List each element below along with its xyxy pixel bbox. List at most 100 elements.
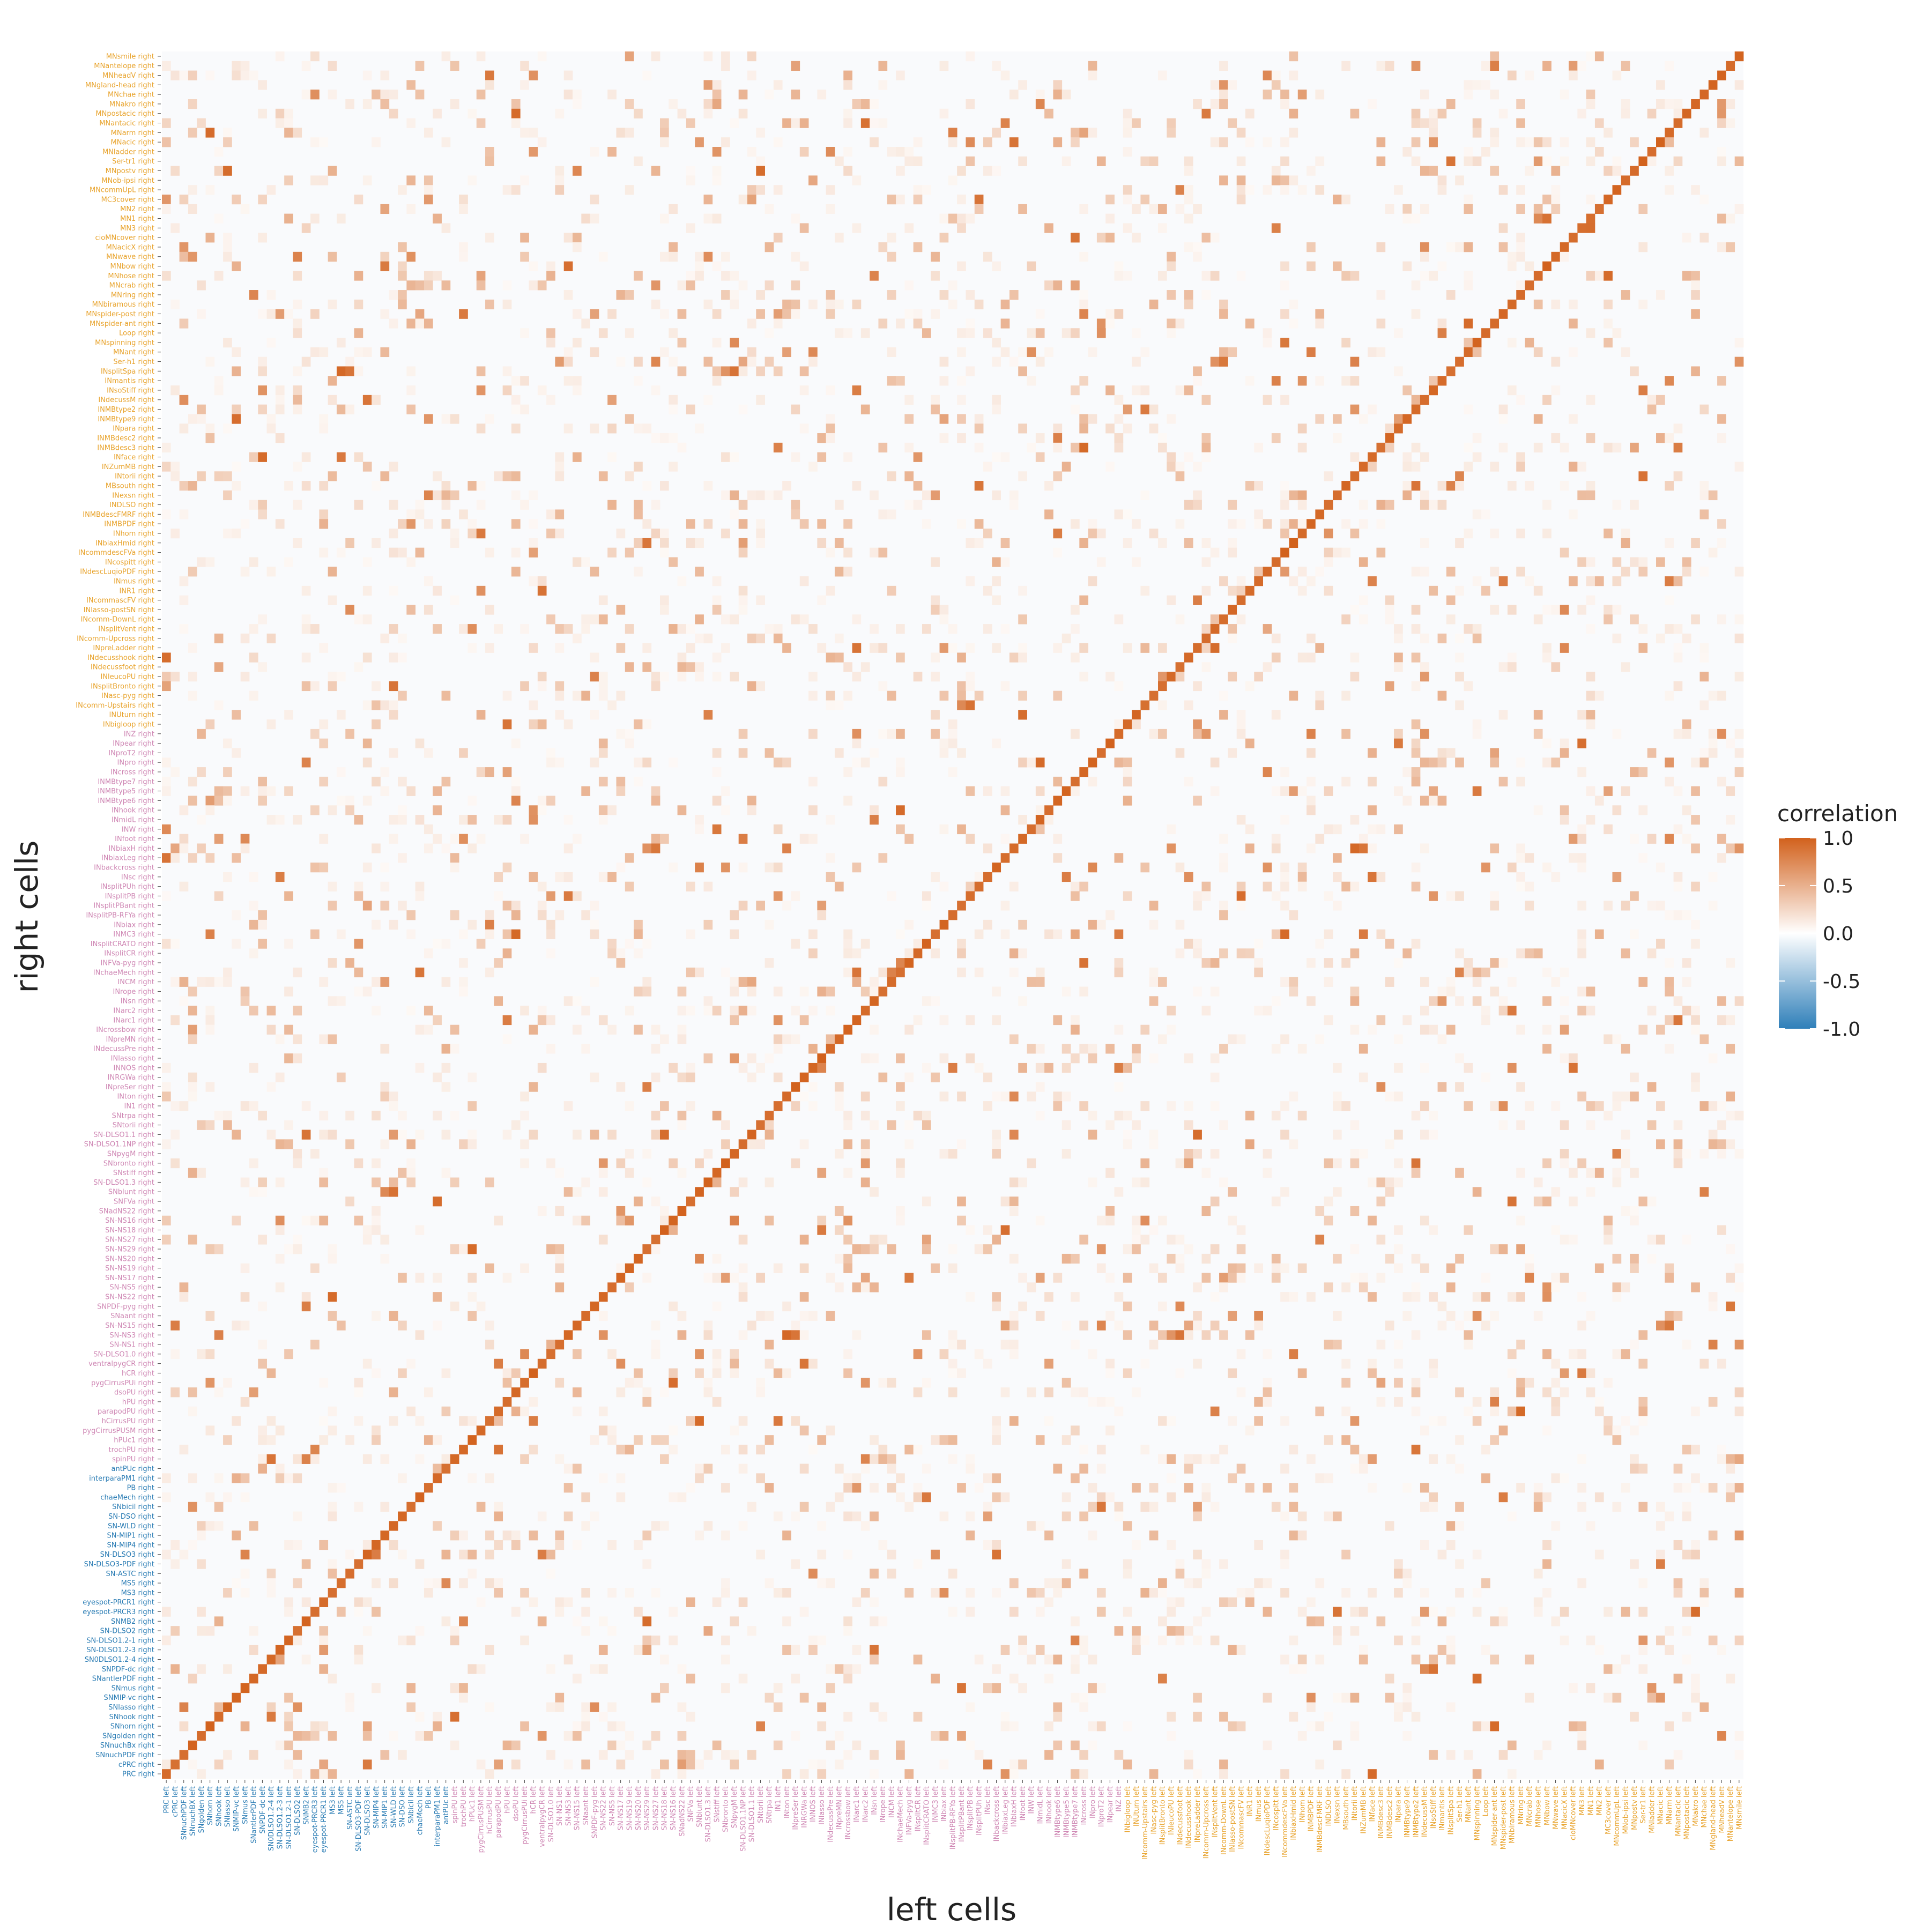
heatmap-cell bbox=[747, 185, 756, 195]
heatmap-cell bbox=[1700, 509, 1709, 519]
heatmap-cell bbox=[389, 1311, 398, 1321]
heatmap-cell bbox=[1228, 1273, 1237, 1283]
heatmap-cell bbox=[1044, 1674, 1053, 1683]
heatmap-cell bbox=[896, 767, 905, 777]
heatmap-cell bbox=[241, 71, 250, 80]
heatmap-cell bbox=[1455, 1321, 1464, 1331]
heatmap-cell bbox=[695, 252, 704, 262]
heatmap-cell bbox=[1105, 233, 1115, 242]
heatmap-cell bbox=[1569, 300, 1578, 309]
heatmap-cell bbox=[1001, 1091, 1010, 1101]
heatmap-cell bbox=[826, 815, 835, 824]
heatmap-cell bbox=[1394, 1378, 1403, 1387]
heatmap-cell bbox=[721, 1683, 730, 1693]
heatmap-cell bbox=[852, 99, 862, 109]
heatmap-cell bbox=[529, 147, 538, 157]
heatmap-cell bbox=[1709, 1139, 1718, 1149]
heatmap-cell bbox=[1674, 1540, 1683, 1550]
heatmap-cell bbox=[197, 1521, 206, 1530]
heatmap-cell bbox=[747, 71, 756, 80]
heatmap-cell bbox=[817, 1216, 826, 1225]
heatmap-cell bbox=[861, 328, 870, 338]
heatmap-cell bbox=[1044, 1387, 1053, 1397]
heatmap-cell bbox=[800, 118, 809, 128]
heatmap-cell bbox=[1105, 1168, 1115, 1178]
heatmap-cell bbox=[1525, 882, 1534, 891]
heatmap-cell bbox=[1202, 958, 1211, 968]
heatmap-cell bbox=[1717, 147, 1726, 157]
heatmap-cell bbox=[1097, 920, 1106, 930]
heatmap-cell bbox=[276, 51, 285, 61]
heatmap-cell bbox=[878, 853, 887, 863]
heatmap-cell bbox=[1263, 1607, 1272, 1617]
heatmap-cell bbox=[162, 1082, 171, 1092]
heatmap-cell bbox=[1577, 1321, 1586, 1331]
heatmap-cell bbox=[1280, 395, 1289, 405]
heatmap-cell bbox=[503, 1273, 512, 1283]
heatmap-cell bbox=[861, 1158, 870, 1168]
heatmap-cell-diagonal bbox=[957, 901, 966, 910]
heatmap-cell bbox=[1368, 824, 1377, 834]
heatmap-cell bbox=[774, 366, 783, 376]
heatmap-cell bbox=[1097, 1216, 1106, 1225]
heatmap-cell-diagonal bbox=[1700, 90, 1709, 99]
heatmap-cell bbox=[398, 853, 407, 863]
heatmap-cell bbox=[1280, 338, 1289, 347]
heatmap-cell bbox=[180, 252, 189, 262]
heatmap-cell bbox=[1473, 1311, 1482, 1321]
heatmap-cell bbox=[1412, 719, 1421, 729]
heatmap-cell bbox=[1333, 872, 1342, 882]
heatmap-cell bbox=[782, 1616, 791, 1626]
heatmap-cell bbox=[870, 805, 879, 815]
heatmap-cell bbox=[232, 462, 241, 471]
heatmap-cell bbox=[180, 596, 189, 605]
heatmap-cell bbox=[546, 948, 555, 958]
heatmap-cell bbox=[843, 71, 852, 80]
heatmap-cell bbox=[1184, 1244, 1193, 1254]
heatmap-cell bbox=[1105, 1044, 1115, 1053]
heatmap-cell bbox=[1149, 1130, 1159, 1140]
heatmap-cell bbox=[1237, 1264, 1246, 1273]
heatmap-cell bbox=[1577, 605, 1586, 614]
heatmap-cell bbox=[1115, 414, 1124, 423]
heatmap-cell bbox=[442, 500, 451, 510]
heatmap-cell bbox=[1735, 1282, 1744, 1292]
heatmap-cell bbox=[1018, 347, 1027, 357]
heatmap-cell bbox=[791, 1101, 800, 1111]
heatmap-cell bbox=[1132, 1044, 1141, 1053]
heatmap-cell-diagonal bbox=[372, 1540, 381, 1550]
heatmap-cell bbox=[389, 1731, 398, 1741]
heatmap-cell bbox=[511, 1741, 521, 1750]
heatmap-cell bbox=[1402, 204, 1412, 214]
heatmap-cell bbox=[1315, 700, 1324, 710]
heatmap-cell bbox=[450, 414, 459, 423]
heatmap-cell bbox=[503, 1015, 512, 1025]
heatmap-cell bbox=[1412, 1378, 1421, 1387]
heatmap-cell bbox=[1289, 786, 1298, 796]
heatmap-cell bbox=[538, 137, 547, 147]
heatmap-cell bbox=[1569, 509, 1578, 519]
heatmap-cell bbox=[573, 1025, 582, 1035]
heatmap-cell bbox=[1368, 777, 1377, 786]
heatmap-cell bbox=[1438, 757, 1447, 767]
heatmap-cell bbox=[477, 834, 486, 844]
heatmap-cell bbox=[1656, 1101, 1665, 1111]
heatmap-cell bbox=[162, 786, 171, 796]
heatmap-cell bbox=[1726, 1674, 1735, 1683]
heatmap-cell bbox=[1237, 1273, 1246, 1283]
heatmap-cell bbox=[782, 843, 791, 853]
heatmap-cell bbox=[581, 1721, 590, 1731]
heatmap-cell bbox=[642, 1387, 651, 1397]
heatmap-cell bbox=[1324, 977, 1333, 987]
heatmap-cell bbox=[511, 548, 521, 558]
heatmap-cell bbox=[380, 1091, 389, 1101]
heatmap-cell bbox=[1385, 204, 1394, 214]
heatmap-cell bbox=[1263, 1397, 1272, 1407]
heatmap-cell bbox=[546, 1044, 555, 1053]
heatmap-cell bbox=[852, 1512, 862, 1521]
heatmap-cell bbox=[747, 977, 756, 987]
heatmap-cell-diagonal bbox=[170, 1759, 180, 1769]
heatmap-cell bbox=[704, 1750, 713, 1760]
heatmap-cell bbox=[337, 710, 346, 719]
heatmap-cell bbox=[1280, 1559, 1289, 1569]
